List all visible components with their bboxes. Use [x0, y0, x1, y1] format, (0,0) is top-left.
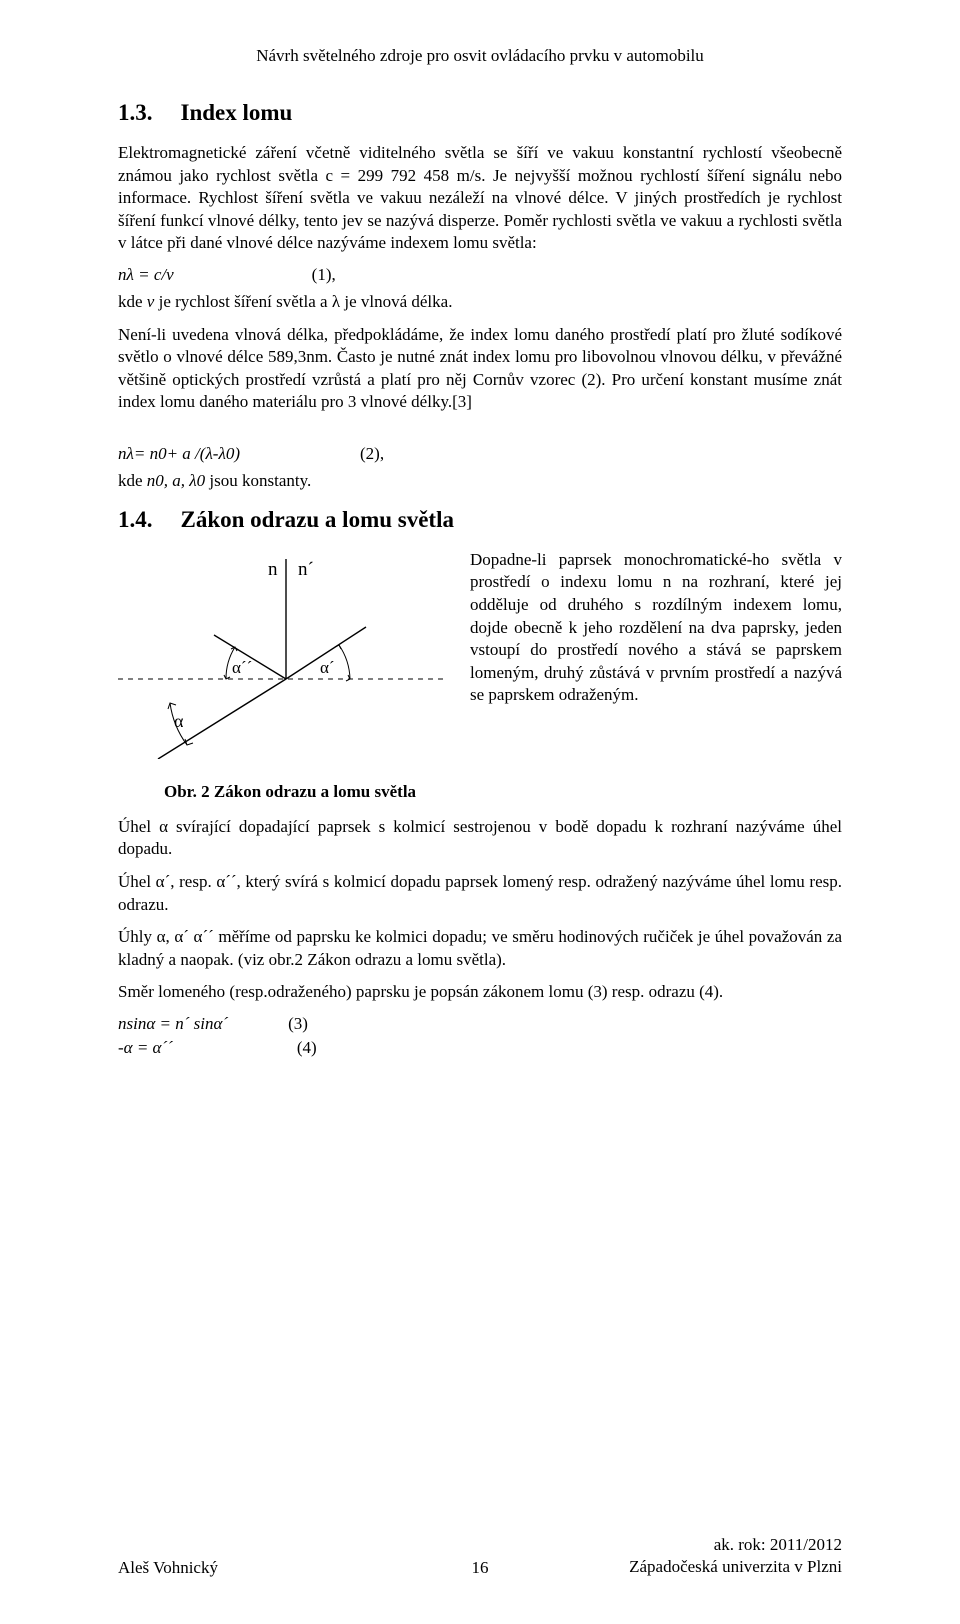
- refraction-diagram: n n´ α α´´ α´: [118, 549, 448, 764]
- heading-1-3: 1.3. Index lomu: [118, 100, 842, 126]
- footer-right: ak. rok: 2011/2012 Západočeská univerzit…: [629, 1534, 842, 1578]
- para-1-4-1: Úhel α svírající dopadající paprsek s ko…: [118, 816, 842, 861]
- eq1-note: kde v je rychlost šíření světla a λ je v…: [118, 291, 842, 314]
- equation-4: -α = α´´(4): [118, 1038, 842, 1058]
- figure-row: n n´ α α´´ α´ Dopadne-li paprsek monochr…: [118, 549, 842, 764]
- label-alpha-prime: α´: [320, 658, 335, 677]
- label-n: n: [268, 559, 278, 580]
- eq2-note: kde n0, a, λ0 jsou konstanty.: [118, 470, 842, 493]
- eq2-num: (2),: [360, 444, 384, 463]
- para-1-3-1: Elektromagnetické záření včetně viditeln…: [118, 142, 842, 255]
- equation-3: nsinα = n´ sinα´(3): [118, 1014, 842, 1034]
- para-1-4-4: Směr lomeného (resp.odraženého) paprsku …: [118, 981, 842, 1004]
- label-alpha-dprime: α´´: [232, 658, 252, 677]
- heading-1-4: 1.4. Zákon odrazu a lomu světla: [118, 507, 842, 533]
- label-n-prime: n´: [298, 559, 314, 580]
- eq1-num: (1),: [312, 265, 336, 284]
- equation-1: nλ = c/v (1),: [118, 265, 842, 285]
- label-alpha: α: [174, 711, 184, 731]
- document-header: Návrh světelného zdroje pro osvit ovláda…: [118, 46, 842, 66]
- heading-number: 1.3.: [118, 100, 153, 126]
- heading-title: Index lomu: [181, 100, 293, 125]
- heading-title: Zákon odrazu a lomu světla: [181, 507, 454, 532]
- para-1-3-2: Není-li uvedena vlnová délka, předpoklád…: [118, 324, 842, 414]
- eq2-lhs: nλ= n0+ a /(λ-λ0): [118, 444, 240, 463]
- figure-caption: Obr. 2 Zákon odrazu a lomu světla: [164, 782, 842, 802]
- heading-number: 1.4.: [118, 507, 153, 533]
- equation-2: nλ= n0+ a /(λ-λ0) (2),: [118, 444, 842, 464]
- eq1-lhs: nλ = c/v: [118, 265, 174, 284]
- figure-side-text: Dopadne-li paprsek monochromatické-ho sv…: [470, 549, 842, 707]
- para-1-4-3: Úhly α, α´ α´´ měříme od paprsku ke kolm…: [118, 926, 842, 971]
- para-1-4-2: Úhel α´, resp. α´´, který svírá s kolmic…: [118, 871, 842, 916]
